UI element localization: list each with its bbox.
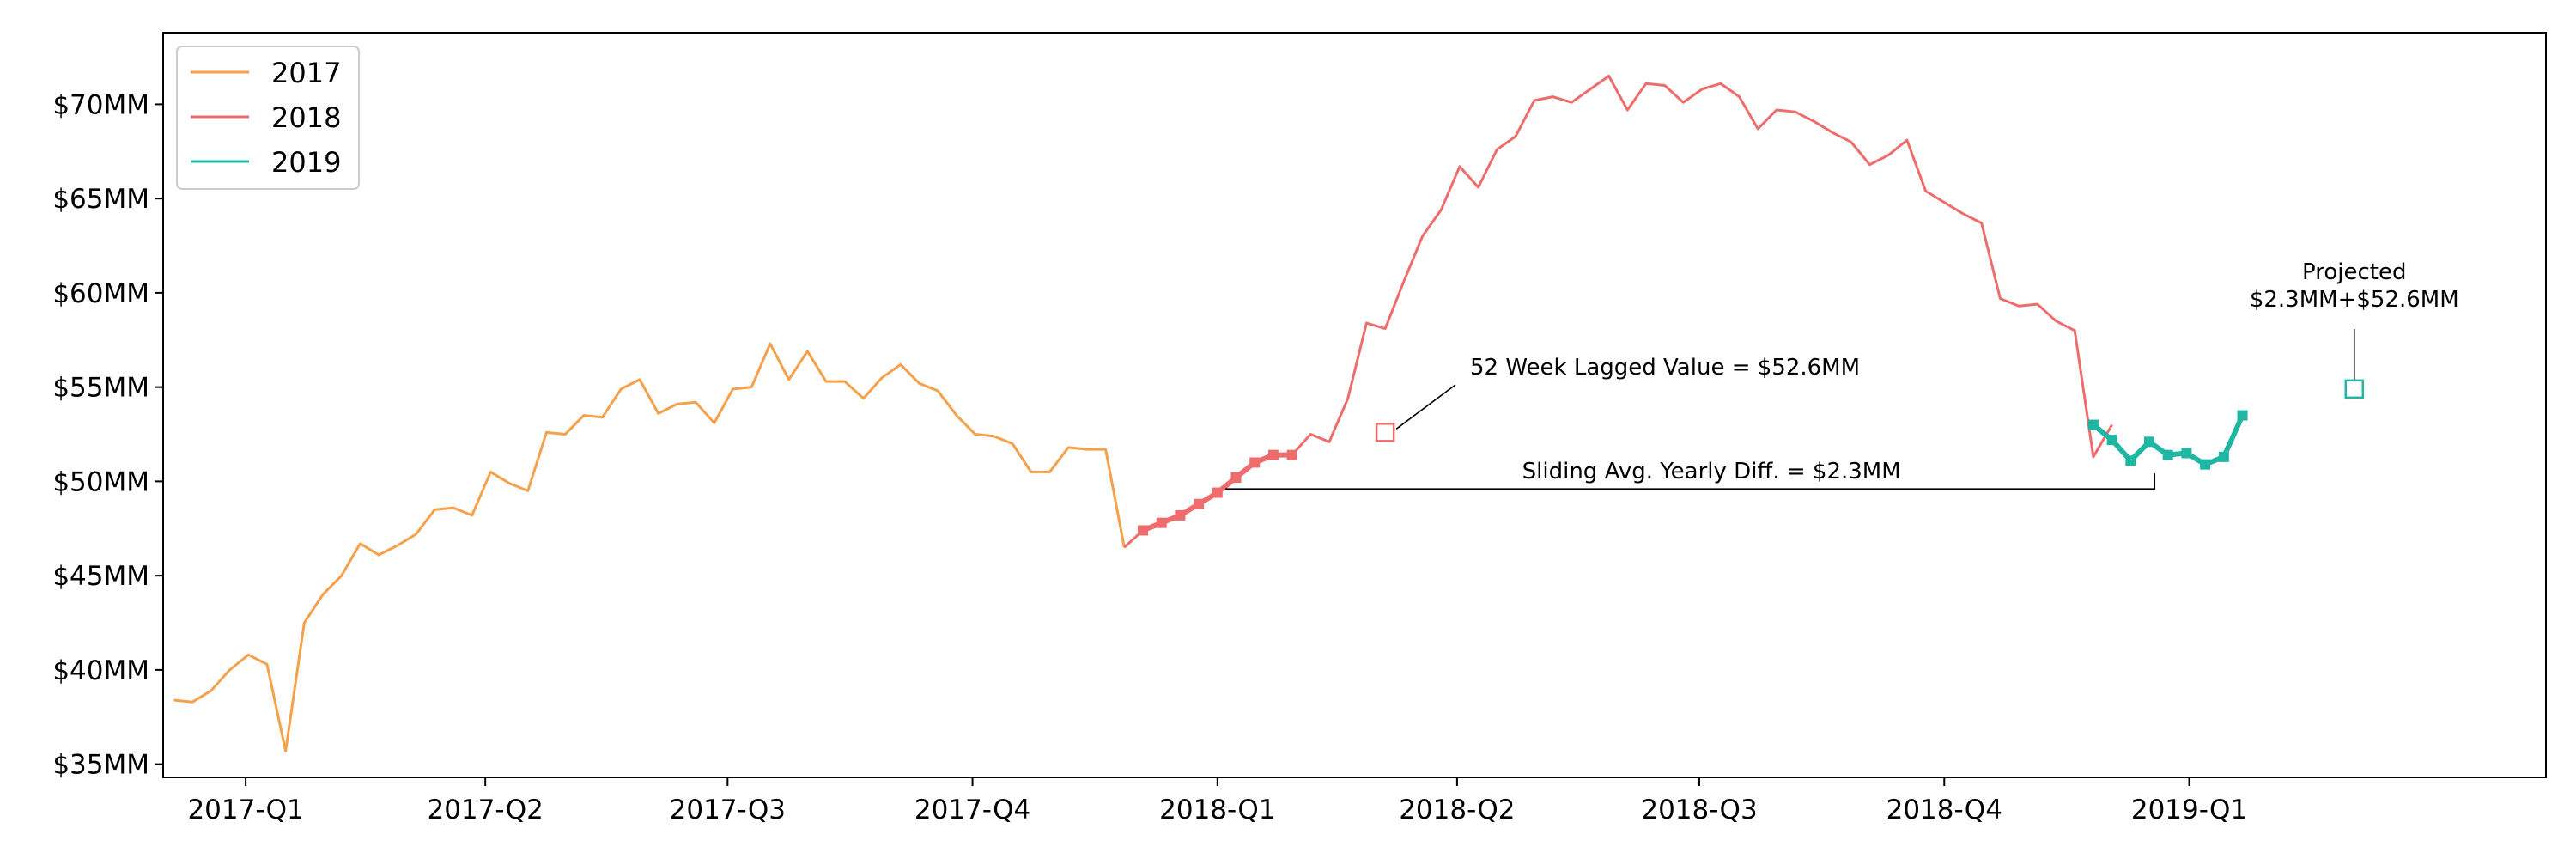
data-point-2018-5 [1230, 472, 1242, 484]
legend-label-2017: 2017 [271, 57, 341, 89]
projected-label-line-1: Projected [2302, 259, 2406, 285]
x-tick-label: 2017-Q1 [187, 795, 303, 825]
projected-label-line-2: $2.3MM+$52.6MM [2250, 287, 2459, 313]
y-tick-label: $40MM [52, 655, 149, 686]
data-point-2019-8 [2237, 410, 2248, 421]
data-point-2018-8 [1286, 449, 1297, 460]
y-tick-label: $50MM [52, 466, 149, 497]
x-tick-label: 2019-Q1 [2131, 795, 2247, 825]
plot-frame [162, 32, 2547, 778]
data-point-2019-7 [2218, 451, 2229, 462]
lagged-value-leader [1395, 384, 1456, 430]
legend: 2017 2018 2019 [176, 46, 360, 190]
y-tick-label: $35MM [52, 750, 149, 781]
data-point-2018-1 [1156, 517, 1167, 528]
data-point-2018-2 [1175, 509, 1186, 521]
y-tick-label: $55MM [52, 373, 149, 404]
data-point-2018-0 [1138, 525, 1149, 536]
x-tick-label: 2018-Q4 [1886, 795, 2002, 825]
data-point-2018-4 [1212, 487, 1223, 498]
lagged-value-marker [1375, 423, 1395, 442]
x-tick-label: 2018-Q1 [1159, 795, 1275, 825]
data-point-2018-3 [1194, 498, 1205, 509]
data-point-2018-6 [1249, 457, 1261, 468]
projected-value-marker [2344, 379, 2365, 399]
y-tick-label: $70MM [52, 89, 149, 120]
annotation-layer: 52 Week Lagged Value = $52.6MM Sliding Av… [1225, 259, 2459, 490]
y-tick-label: $60MM [52, 278, 149, 309]
sliding-avg-bracket [1225, 473, 2156, 490]
data-point-2019-6 [2200, 459, 2211, 470]
data-point-2019-3 [2144, 436, 2155, 448]
y-tick-label: $45MM [52, 561, 149, 592]
data-point-2018-7 [1267, 449, 1279, 460]
series-line-2017 [173, 342, 1126, 752]
x-tick-label: 2018-Q2 [1399, 795, 1515, 825]
legend-box [176, 46, 360, 190]
data-point-2019-0 [2087, 419, 2099, 430]
data-point-2019-5 [2181, 448, 2192, 459]
x-tick-label: 2018-Q3 [1641, 795, 1757, 825]
lagged-value-label: 52 Week Lagged Value = $52.6MM [1470, 355, 1860, 381]
axes-layer: $35MM $40MM $45MM $50MM $55MM $60MM $65MM $70MM… [52, 32, 2547, 825]
data-point-2019-1 [2106, 435, 2117, 446]
data-point-2019-4 [2162, 449, 2173, 460]
y-tick-label: $65MM [52, 184, 149, 215]
legend-label-2018: 2018 [271, 101, 341, 134]
x-tick-label: 2017-Q4 [914, 795, 1030, 825]
marker-layer [1138, 410, 2248, 536]
data-point-2019-2 [2125, 455, 2136, 466]
x-tick-label: 2017-Q2 [427, 795, 543, 825]
legend-label-2019: 2019 [271, 146, 341, 179]
x-tick-label: 2017-Q3 [670, 795, 786, 825]
sliding-avg-label: Sliding Avg. Yearly Diff. = $2.3MM [1522, 459, 1901, 484]
